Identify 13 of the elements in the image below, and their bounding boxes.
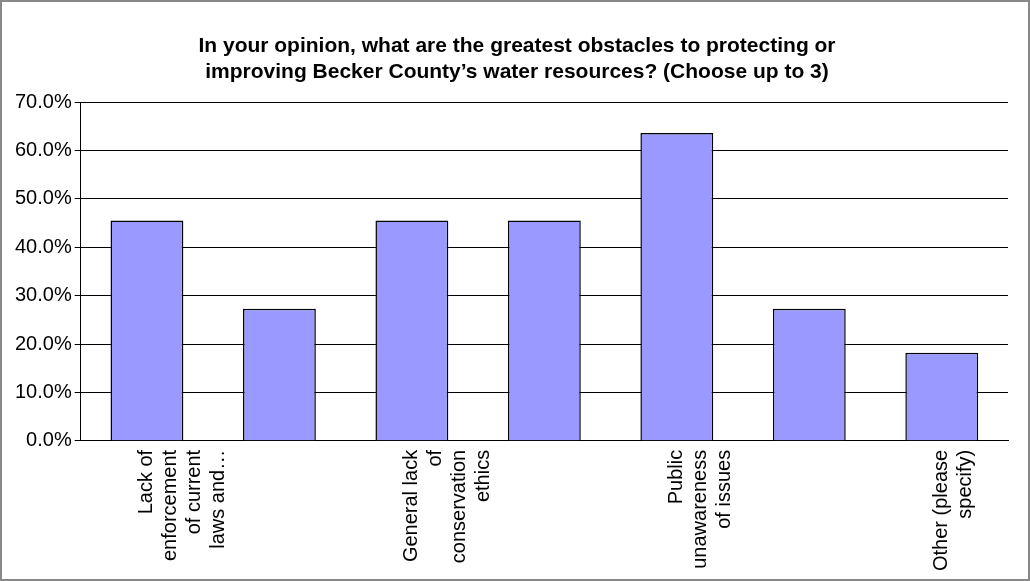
x-tick-label: General lack of conservation ethics bbox=[399, 448, 494, 564]
y-tick-label: 60.0% bbox=[14, 137, 72, 160]
y-tick-label: 20.0% bbox=[14, 331, 72, 354]
x-tick-label: Public unawareness of issues bbox=[664, 449, 735, 569]
y-tick-label: 40.0% bbox=[14, 234, 72, 257]
x-tick-label: Other (please specify) bbox=[929, 449, 976, 571]
x-tick-label: Lack of enforcement of current laws and… bbox=[134, 449, 229, 561]
y-tick-label: 70.0% bbox=[14, 89, 72, 112]
y-tick-label: 50.0% bbox=[14, 186, 72, 209]
y-tick-label: 30.0% bbox=[14, 283, 72, 306]
y-tick-label: 10.0% bbox=[14, 379, 72, 402]
y-tick-label: 0.0% bbox=[26, 428, 72, 451]
chart-title: In your opinion, what are the greatest obstacles to protecting or improving Becker County’s water resources? (Choose up to 3) bbox=[197, 32, 837, 84]
